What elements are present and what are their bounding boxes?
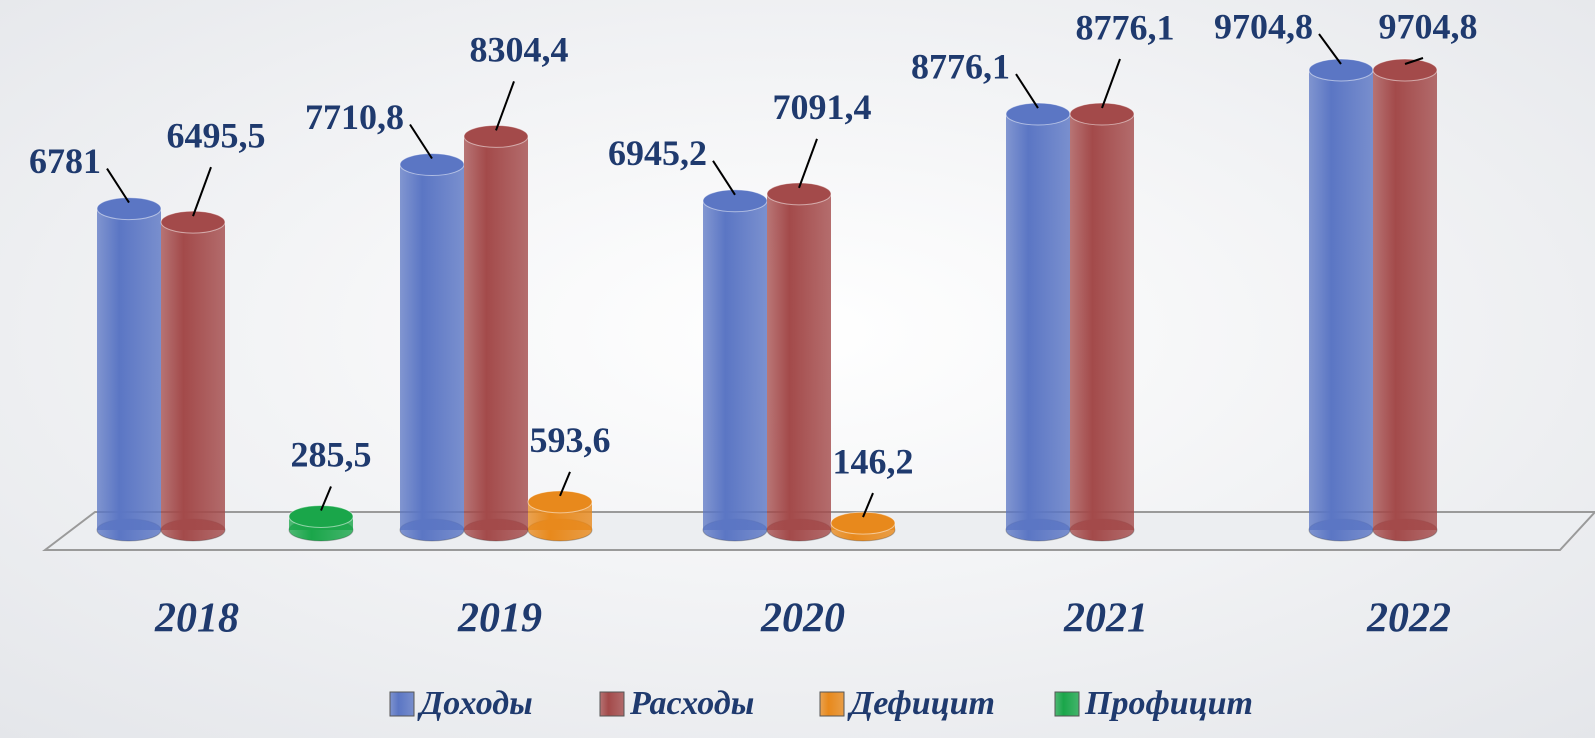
bar-top	[288, 504, 354, 528]
bar-top	[527, 490, 593, 514]
x-tick-label: 2018	[154, 596, 239, 642]
bar	[1372, 58, 1438, 542]
leader-line	[1318, 33, 1342, 65]
bar-top	[160, 210, 226, 234]
legend-swatch	[819, 691, 845, 717]
bar	[1069, 102, 1135, 542]
legend-label: Дефицит	[847, 685, 995, 722]
bar-body	[400, 164, 464, 531]
bar	[288, 504, 354, 542]
bar-body	[464, 136, 528, 530]
x-tick-label: 2020	[760, 596, 845, 642]
bar-top	[1069, 102, 1135, 126]
leader-line	[495, 81, 515, 131]
data-label: 8776,1	[1076, 7, 1175, 47]
bar-body	[1373, 70, 1437, 530]
leader-line	[862, 492, 874, 518]
data-label: 593,6	[530, 420, 611, 460]
bar-top	[1308, 58, 1374, 82]
leader-line	[192, 166, 212, 217]
leader-line	[1101, 58, 1121, 109]
bar-body	[1070, 114, 1134, 531]
bar-top	[766, 182, 832, 206]
legend-swatch	[1054, 691, 1080, 717]
data-label: 6945,2	[608, 133, 707, 173]
leader-line	[409, 123, 433, 160]
data-label: 8304,4	[470, 30, 569, 70]
data-label: 146,2	[833, 441, 914, 481]
bar-top	[830, 511, 896, 535]
x-tick-label: 2019	[457, 596, 542, 642]
data-label: 8776,1	[911, 46, 1010, 86]
bar	[766, 182, 832, 542]
legend-label: Доходы	[417, 685, 533, 722]
leader-line	[559, 471, 571, 497]
leader-line	[106, 168, 130, 204]
legend-swatch	[389, 691, 415, 717]
bar-body	[1309, 70, 1373, 530]
data-label: 7710,8	[305, 97, 404, 137]
bar	[160, 210, 226, 542]
leader-line	[712, 160, 736, 196]
legend-label: Расходы	[629, 685, 754, 722]
bar-body	[767, 193, 831, 530]
leader-line	[1015, 73, 1039, 109]
bar	[1308, 58, 1374, 542]
bar-body	[97, 208, 161, 530]
bar-body	[161, 222, 225, 530]
bar	[399, 153, 465, 542]
data-label: 9704,8	[1379, 6, 1478, 46]
bar-body	[703, 200, 767, 530]
bar	[463, 124, 529, 542]
bar	[1005, 102, 1071, 542]
leader-line	[1404, 57, 1424, 65]
x-tick-label: 2022	[1366, 596, 1451, 642]
legend-label: Профицит	[1084, 685, 1253, 722]
bar-top	[463, 124, 529, 148]
data-label: 6495,5	[167, 115, 266, 155]
bar	[702, 189, 768, 542]
data-label: 9704,8	[1214, 6, 1313, 46]
leader-line	[320, 486, 332, 511]
data-label: 285,5	[291, 435, 372, 475]
bar	[527, 490, 593, 542]
data-label: 7091,4	[773, 87, 872, 127]
data-label: 6781	[29, 141, 101, 181]
bar	[96, 197, 162, 542]
bar-top	[96, 197, 162, 221]
x-tick-label: 2021	[1063, 596, 1148, 642]
bar-top	[1372, 58, 1438, 82]
bar	[830, 511, 896, 542]
leader-line	[798, 138, 818, 189]
legend-swatch	[599, 691, 625, 717]
bar-body	[1006, 114, 1070, 531]
